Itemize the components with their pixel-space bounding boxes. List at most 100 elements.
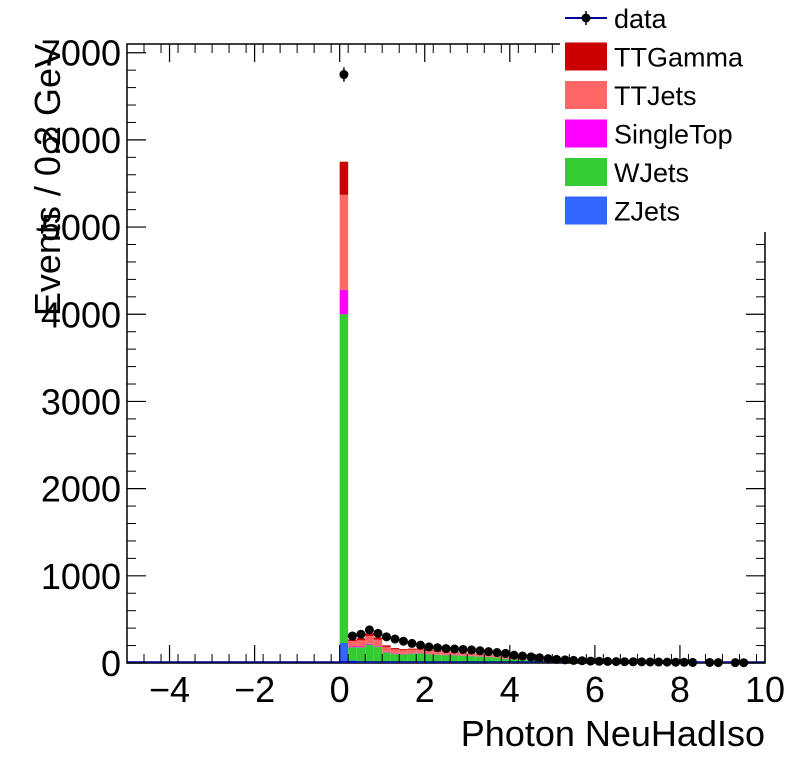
data-point-1 (347, 631, 357, 641)
bar-zjets-0 (339, 642, 349, 663)
bar-ttjets-16 (475, 654, 485, 657)
bar-singletop-2 (356, 646, 366, 648)
legend-label-data: data (614, 4, 668, 34)
bar-ttgamma-8 (407, 648, 417, 650)
x-tick-label-2: 0 (330, 669, 350, 710)
bar-wjets-1 (348, 647, 357, 661)
bar-ttjets-5 (382, 646, 391, 652)
bar-ttjets-4 (373, 639, 383, 647)
data-points (339, 67, 749, 668)
bar-wjets-20 (509, 659, 519, 663)
legend-swatch-ttjets (565, 81, 607, 109)
bar-wjets-17 (484, 657, 493, 663)
x-tick-label-4: 4 (500, 669, 520, 710)
data-point-27 (569, 655, 579, 665)
data-point-32 (611, 657, 621, 667)
y-tick-label-7: 7000 (41, 33, 121, 74)
data-point-40 (679, 657, 689, 667)
bar-ttgamma-7 (399, 649, 408, 651)
legend-label-ttgamma: TTGamma (614, 43, 744, 73)
bar-wjets-3 (365, 644, 374, 662)
data-point-22 (526, 652, 536, 662)
data-point-10 (424, 642, 434, 652)
data-point-2 (356, 629, 366, 639)
x-tick-label-6: 8 (670, 669, 690, 710)
bar-ttjets-19 (501, 657, 510, 659)
legend-label-singletop: SingleTop (614, 120, 733, 150)
bar-ttjets-11 (433, 651, 442, 655)
data-point-26 (560, 655, 570, 665)
data-point-38 (662, 657, 672, 667)
data-point-8 (407, 638, 417, 648)
y-tick-label-6: 6000 (41, 120, 121, 161)
bar-ttjets-8 (407, 649, 417, 654)
data-point-36 (645, 657, 655, 667)
x-tick-label-3: 2 (415, 669, 435, 710)
bar-ttjets-9 (416, 649, 425, 653)
data-point-34 (628, 657, 638, 667)
x-tick-label-0: −4 (149, 669, 190, 710)
data-point-3 (364, 625, 374, 635)
bar-ttjets-0 (339, 194, 349, 290)
data-point-37 (654, 657, 664, 667)
bar-ttgamma-3 (365, 633, 374, 636)
bar-wjets-7 (399, 654, 408, 663)
bar-wjets-13 (450, 655, 459, 663)
bar-wjets-6 (390, 653, 400, 663)
legend-swatch-zjets (565, 196, 607, 225)
x-tick-label-5: 6 (585, 669, 605, 710)
data-point-30 (594, 656, 604, 666)
bar-wjets-0 (339, 314, 349, 643)
data-point-19 (501, 648, 511, 658)
data-point-12 (441, 644, 451, 654)
data-point-9 (415, 640, 425, 650)
data-point-15 (467, 645, 477, 655)
data-point-35 (637, 657, 647, 667)
bar-ttjets-10 (424, 650, 434, 654)
legend-label-wjets: WJets (614, 158, 689, 188)
bar-wjets-2 (356, 647, 366, 662)
bar-ttgamma-0 (339, 161, 349, 195)
data-point-6 (390, 634, 400, 644)
bar-wjets-16 (475, 656, 485, 663)
bar-singletop-0 (339, 289, 349, 315)
bar-ttjets-6 (390, 649, 400, 654)
legend-swatch-wjets (565, 158, 607, 186)
data-point-18 (492, 648, 502, 658)
bar-wjets-15 (467, 656, 476, 663)
y-tick-label-2: 2000 (41, 469, 121, 510)
bar-singletop-5 (382, 651, 391, 653)
bar-ttjets-7 (399, 650, 408, 654)
data-point-31 (603, 656, 613, 666)
data-point-33 (620, 657, 630, 667)
bar-ttgamma-6 (390, 648, 400, 650)
x-tick-label-1: −2 (234, 669, 275, 710)
data-point-5 (381, 632, 391, 642)
y-tick-label-5: 5000 (41, 207, 121, 248)
bar-wjets-12 (441, 655, 451, 663)
data-point-25 (552, 654, 562, 664)
data-point-24 (543, 654, 553, 664)
legend-data-marker (581, 13, 591, 23)
bar-wjets-8 (407, 653, 417, 663)
data-point-13 (450, 644, 460, 654)
bar-wjets-11 (433, 654, 442, 663)
data-point-45 (739, 658, 749, 668)
bar-ttgamma-5 (382, 645, 391, 647)
legend-swatch-singletop (565, 119, 607, 148)
bar-wjets-4 (373, 646, 383, 662)
y-tick-label-3: 3000 (41, 381, 121, 422)
legend: data TTGamma TTJets SingleTop WJets ZJets (565, 4, 744, 227)
bar-ttjets-15 (467, 653, 476, 656)
data-point-7 (398, 636, 408, 646)
bar-wjets-9 (416, 653, 425, 663)
bar-singletop-6 (390, 653, 400, 654)
x-axis-title: Photon NeuHadIso (461, 713, 765, 754)
bar-wjets-5 (382, 652, 391, 662)
bar-wjets-10 (424, 654, 434, 663)
legend-label-ttjets: TTJets (614, 81, 697, 111)
y-tick-label-1: 1000 (41, 556, 121, 597)
legend-label-zjets: ZJets (614, 197, 680, 227)
data-point-29 (586, 656, 596, 666)
